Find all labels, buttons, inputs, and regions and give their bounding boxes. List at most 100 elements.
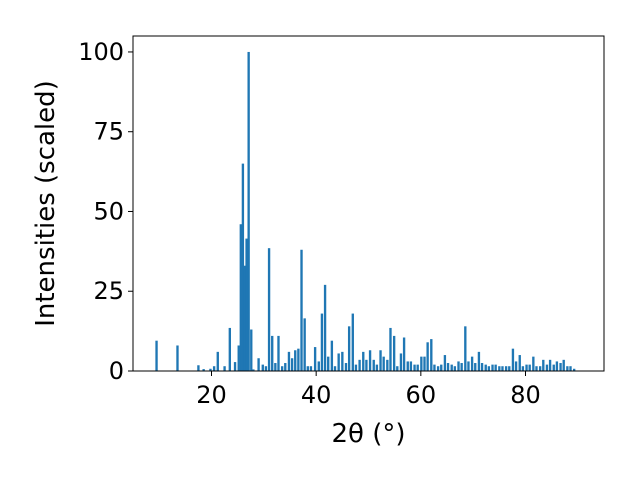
bar bbox=[480, 363, 484, 371]
bar bbox=[309, 366, 313, 371]
bar bbox=[389, 327, 392, 371]
bar bbox=[484, 364, 487, 371]
bar bbox=[155, 340, 158, 371]
bar bbox=[528, 364, 531, 371]
y-tick-label: 75 bbox=[93, 118, 124, 146]
bar bbox=[257, 358, 260, 371]
bar bbox=[457, 361, 460, 371]
bar bbox=[333, 366, 337, 371]
bar bbox=[532, 356, 535, 371]
bar bbox=[284, 363, 287, 371]
bar bbox=[197, 365, 200, 371]
bar bbox=[433, 364, 436, 371]
bar bbox=[525, 364, 528, 371]
bar bbox=[306, 366, 309, 371]
bar bbox=[277, 335, 280, 371]
bar bbox=[430, 339, 433, 371]
bar bbox=[379, 350, 382, 371]
bar bbox=[358, 359, 361, 371]
bar bbox=[399, 353, 403, 371]
bar bbox=[386, 359, 389, 371]
bar bbox=[569, 366, 572, 371]
bar bbox=[237, 345, 240, 371]
bar bbox=[228, 327, 231, 371]
bar bbox=[416, 364, 419, 371]
bar bbox=[323, 284, 327, 371]
bar bbox=[572, 368, 576, 371]
bar bbox=[300, 249, 303, 371]
bar bbox=[440, 364, 443, 371]
bar bbox=[365, 359, 368, 371]
bar bbox=[223, 366, 226, 371]
bar bbox=[494, 364, 497, 371]
x-axis-label: 2θ (°) bbox=[331, 419, 405, 449]
bar bbox=[347, 326, 351, 371]
bar bbox=[297, 348, 300, 371]
bar bbox=[521, 366, 525, 371]
bar bbox=[327, 356, 330, 371]
y-axis: 0 25 50 75 100 bbox=[78, 38, 133, 385]
x-axis: 20 40 60 80 bbox=[196, 371, 541, 409]
bar bbox=[545, 364, 549, 371]
bar bbox=[538, 366, 542, 371]
bar bbox=[243, 265, 246, 371]
y-axis-label: Intensities (scaled) bbox=[31, 80, 61, 327]
bar bbox=[250, 329, 253, 371]
bar bbox=[562, 359, 565, 371]
bar bbox=[290, 358, 294, 371]
bar bbox=[261, 364, 264, 371]
bar bbox=[303, 318, 306, 371]
bar bbox=[504, 366, 508, 371]
bar bbox=[555, 361, 559, 371]
bar bbox=[420, 356, 423, 371]
bar bbox=[423, 356, 426, 371]
bar bbox=[212, 366, 216, 371]
bar bbox=[344, 363, 348, 371]
bars-group bbox=[155, 51, 576, 371]
bar bbox=[498, 366, 501, 371]
bar bbox=[247, 51, 250, 371]
bar bbox=[239, 224, 242, 371]
bar bbox=[542, 359, 545, 371]
bar bbox=[252, 369, 255, 371]
bar bbox=[487, 366, 491, 371]
x-tick-label: 80 bbox=[510, 381, 541, 409]
bar bbox=[362, 351, 365, 371]
bar bbox=[294, 350, 297, 371]
bar bbox=[491, 364, 494, 371]
bar bbox=[413, 364, 416, 371]
bar bbox=[409, 361, 413, 371]
bar bbox=[337, 353, 340, 371]
bar bbox=[382, 356, 385, 371]
bar bbox=[548, 359, 552, 371]
bar bbox=[176, 345, 179, 371]
y-tick-label: 50 bbox=[93, 197, 124, 225]
y-tick-label: 25 bbox=[93, 277, 124, 305]
bar bbox=[209, 368, 212, 371]
bar bbox=[443, 355, 447, 371]
bar bbox=[566, 366, 569, 371]
bar bbox=[375, 364, 379, 371]
bar bbox=[477, 351, 481, 371]
bar bbox=[287, 351, 291, 371]
bar bbox=[368, 350, 372, 371]
bar bbox=[351, 313, 354, 371]
bar bbox=[402, 337, 406, 371]
bar bbox=[518, 355, 521, 371]
bar bbox=[453, 366, 457, 371]
bar bbox=[426, 342, 429, 371]
bar bbox=[341, 351, 344, 371]
bar bbox=[313, 347, 317, 371]
bar bbox=[372, 359, 375, 371]
bar bbox=[559, 363, 562, 371]
bar bbox=[514, 361, 518, 371]
bar bbox=[317, 361, 320, 371]
bar bbox=[392, 335, 396, 371]
bar bbox=[406, 361, 409, 371]
bar bbox=[501, 366, 504, 371]
bar bbox=[271, 335, 274, 371]
bar bbox=[535, 366, 538, 371]
x-tick-label: 60 bbox=[406, 381, 437, 409]
